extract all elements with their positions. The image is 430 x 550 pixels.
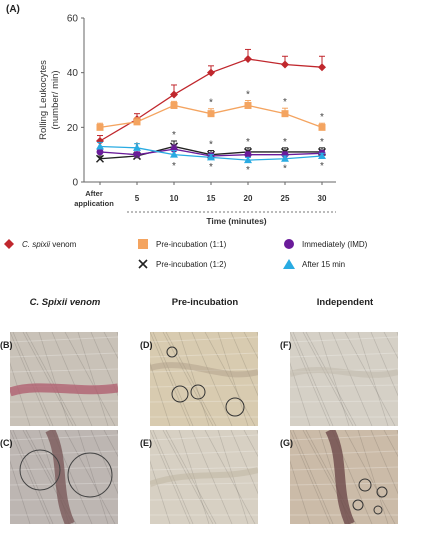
micrograph-c [10, 430, 118, 524]
data-point [244, 151, 252, 159]
line-chart: 0 20 40 60 Rolling Leukocytes (number/ min) Af… [38, 14, 336, 226]
data-point [207, 153, 215, 161]
significance-marker: * [172, 130, 176, 141]
micrograph-tag: (B) [0, 340, 13, 350]
legend-label-15min: After 15 min [302, 259, 346, 269]
legend-label-pre12: Pre-incubation (1:2) [156, 259, 227, 269]
circle-icon [284, 239, 294, 249]
significance-marker: * [209, 98, 213, 109]
micrograph-image [290, 430, 398, 524]
data-point [244, 55, 252, 63]
data-point [244, 101, 252, 109]
column-head-independent: Independent [316, 297, 374, 308]
data-point [281, 60, 289, 69]
column-head-preincubation: Pre-incubation [171, 297, 239, 308]
significance-marker: * [283, 97, 287, 108]
y-axis-label-units: (number/ min) [50, 70, 61, 129]
data-point [95, 154, 105, 163]
panel-label-a: (A) [6, 4, 20, 15]
micrograph-g [290, 430, 398, 524]
micrograph-image [290, 332, 398, 426]
legend-item-imd: Immediately (IMD) [282, 238, 367, 250]
significance-marker: * [246, 165, 250, 176]
significance-marker: * [246, 90, 250, 101]
micrograph-tag: (G) [280, 438, 293, 448]
y-axis-label: Rolling Leukocytes [38, 60, 49, 140]
data-point [96, 142, 104, 150]
y-tick-label: 60 [67, 14, 79, 25]
micrograph-e [150, 430, 258, 524]
x-icon [138, 259, 148, 269]
data-point [318, 152, 326, 160]
data-point [170, 101, 178, 109]
data-point [281, 154, 289, 162]
legend-item-venom: C. spixii venom [2, 238, 76, 250]
micrograph-b [10, 332, 118, 426]
micrograph-image [10, 332, 118, 426]
triangle-icon [283, 259, 295, 269]
x-tick-label-line2: application [74, 199, 114, 208]
diamond-icon [4, 239, 14, 249]
data-point [133, 143, 141, 151]
data-point [96, 123, 104, 131]
micrograph-image [10, 430, 118, 524]
y-tick-label: 20 [67, 123, 79, 134]
x-tick-label: 15 [207, 194, 216, 203]
legend-label-imd: Immediately (IMD) [302, 239, 368, 249]
significance-marker: * [320, 161, 324, 172]
micrograph-tag: (E) [140, 438, 152, 448]
significance-marker: * [283, 137, 287, 148]
legend-label-venom-italic: C. spixii [22, 239, 51, 249]
x-tick-label: 20 [244, 194, 253, 203]
x-tick-label: 30 [318, 194, 327, 203]
micrograph-tag: (D) [140, 340, 153, 350]
x-tick-label: 5 [135, 194, 140, 203]
data-point [318, 123, 326, 131]
micrograph-image [150, 430, 258, 524]
data-point [318, 63, 326, 72]
data-point [133, 118, 141, 126]
data-point [244, 156, 252, 164]
legend-item-pre12: Pre-incubation (1:2) [136, 258, 226, 270]
significance-marker: * [172, 161, 176, 172]
y-tick-label: 40 [67, 68, 79, 79]
micrograph-tag: (C) [0, 438, 13, 448]
micrograph-tag: (F) [280, 340, 292, 350]
significance-marker: * [283, 164, 287, 175]
significance-marker: * [246, 137, 250, 148]
x-tick-label: After [85, 189, 103, 198]
x-axis-label: Time (minutes) [206, 216, 266, 226]
data-point [170, 90, 178, 99]
legend-label-pre11: Pre-incubation (1:1) [156, 239, 227, 249]
significance-marker: * [320, 137, 324, 148]
data-point [133, 151, 141, 159]
legend-item-pre11: Pre-incubation (1:1) [136, 238, 226, 250]
data-point [281, 110, 289, 118]
x-tick-label: 25 [281, 194, 290, 203]
data-point [96, 137, 104, 145]
micrograph-f [290, 332, 398, 426]
significance-marker: * [209, 140, 213, 151]
data-point [207, 110, 215, 118]
data-point [170, 150, 178, 158]
micrograph-image [150, 332, 258, 426]
significance-marker: * [135, 154, 139, 165]
square-icon [138, 239, 148, 249]
data-point [96, 148, 104, 156]
column-head-venom: C. Spixii venom [29, 297, 101, 308]
x-tick-label: 10 [170, 194, 179, 203]
significance-marker: * [320, 112, 324, 123]
legend-item-15min: After 15 min [282, 258, 345, 270]
y-tick-label: 0 [72, 178, 78, 189]
significance-marker: * [209, 162, 213, 173]
data-point [207, 68, 215, 77]
legend-label-venom-rest: venom [50, 239, 77, 249]
micrograph-d [150, 332, 258, 426]
